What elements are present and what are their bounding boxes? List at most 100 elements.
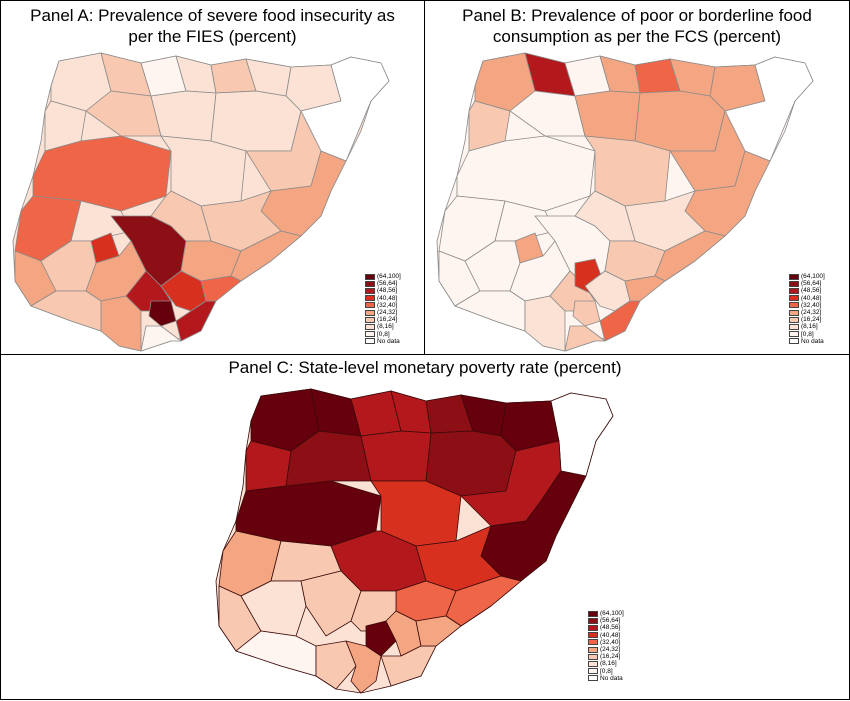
panel-c-state [365, 620, 397, 657]
legend-item: (64,100] [588, 610, 624, 617]
legend-swatch [365, 295, 375, 302]
legend-swatch [789, 295, 799, 302]
legend-item: (16,24] [588, 653, 624, 660]
legend-item: (48,56] [789, 287, 825, 294]
legend-label: No data [600, 674, 623, 682]
legend-swatch [789, 316, 799, 323]
legend-label: (8,16] [600, 660, 617, 668]
legend-label: (56,64] [801, 280, 822, 288]
panel-c: Panel C: State-level monetary poverty ra… [1, 355, 849, 699]
panel-a: Panel A: Prevalence of severe food insec… [1, 1, 425, 355]
panel-b-state [509, 90, 586, 137]
legend-label: (24,32] [600, 645, 621, 653]
legend-item: [0,8] [789, 331, 825, 338]
legend-swatch [789, 287, 799, 294]
legend-label: No data [377, 337, 400, 345]
panel-a-state [150, 190, 212, 242]
legend-label: (32,40] [801, 301, 822, 309]
legend-item: (16,24] [365, 316, 401, 323]
panel-a-legend: (64,100] (56,64] (48,56] (40,48] (32,40] (24,… [365, 273, 401, 345]
legend-swatch [365, 316, 375, 323]
legend-item: (24,32] [365, 309, 401, 316]
panel-a-map [12, 52, 390, 352]
legend-swatch [789, 338, 799, 345]
legend-label: [0,8] [377, 330, 390, 338]
legend-item: (16,24] [789, 316, 825, 323]
legend-swatch [588, 632, 598, 639]
panel-c-state [425, 430, 517, 497]
legend-swatch [588, 646, 598, 653]
legend-item: (32,40] [588, 639, 624, 646]
panel-b-state [724, 56, 814, 162]
legend-label: (8,16] [801, 323, 818, 331]
legend-swatch [365, 273, 375, 280]
panel-a-title-line1: Panel A: Prevalence of severe food insec… [30, 6, 395, 25]
legend-label: (24,32] [801, 308, 822, 316]
legend-item: (8,16] [789, 323, 825, 330]
panel-b-state [572, 300, 601, 327]
legend-label: (56,64] [600, 617, 621, 625]
legend-swatch [365, 338, 375, 345]
legend-item: (56,64] [365, 280, 401, 287]
legend-swatch [588, 639, 598, 646]
panel-c-title: Panel C: State-level monetary poverty ra… [228, 358, 622, 377]
legend-item: No data [789, 338, 825, 345]
legend-item: (40,48] [588, 632, 624, 639]
panel-a-state [85, 90, 162, 137]
legend-swatch [365, 287, 375, 294]
legend-item: (24,32] [588, 646, 624, 653]
legend-item: No data [588, 675, 624, 682]
legend-item: (8,16] [365, 323, 401, 330]
legend-swatch [588, 653, 598, 660]
legend-label: No data [801, 337, 824, 345]
panel-b-legend: (64,100] (56,64] (48,56] (40,48] (32,40] (24,… [789, 273, 825, 345]
panel-b-state [624, 275, 666, 302]
legend-swatch [588, 624, 598, 631]
legend-swatch [365, 280, 375, 287]
panel-c-state [315, 640, 357, 690]
legend-label: (40,48] [801, 294, 822, 302]
legend-swatch [365, 309, 375, 316]
panel-a-state [150, 90, 217, 142]
legend-item: [0,8] [588, 668, 624, 675]
legend-swatch [789, 280, 799, 287]
panel-a-state [210, 90, 302, 152]
legend-label: (56,64] [377, 280, 398, 288]
panel-b-title-line1: Panel B: Prevalence of poor or borderlin… [462, 6, 812, 25]
panel-a-title: Panel A: Prevalence of severe food insec… [1, 5, 424, 47]
legend-label: (16,24] [377, 316, 398, 324]
legend-label: (48,56] [377, 287, 398, 295]
panel-a-title-line2: per the FIES (percent) [128, 27, 297, 46]
legend-label: (24,32] [377, 308, 398, 316]
panel-b: Panel B: Prevalence of poor or borderlin… [425, 1, 849, 355]
legend-label: [0,8] [801, 330, 814, 338]
panel-c-state [415, 615, 462, 647]
legend-swatch [588, 675, 598, 682]
legend-swatch [789, 302, 799, 309]
panel-b-title-line2: consumption as per the FCS (percent) [492, 27, 782, 46]
panel-b-title: Panel B: Prevalence of poor or borderlin… [425, 5, 849, 47]
legend-swatch [365, 323, 375, 330]
panel-a-state [200, 275, 242, 302]
legend-swatch [588, 668, 598, 675]
legend-label: (40,48] [377, 294, 398, 302]
panel-c-map [215, 388, 614, 694]
legend-item: (56,64] [789, 280, 825, 287]
legend-item: (40,48] [365, 295, 401, 302]
legend-label: (64,100] [377, 273, 401, 280]
panel-c-state [360, 430, 432, 482]
legend-item: No data [365, 338, 401, 345]
legend-swatch [365, 302, 375, 309]
legend-swatch [789, 331, 799, 338]
panel-a-state [140, 325, 182, 352]
panel-c-state [310, 388, 362, 437]
panel-a-state [32, 135, 172, 212]
panel-a-state [148, 300, 177, 327]
legend-label: (64,100] [600, 610, 624, 617]
panel-a-state [300, 56, 390, 162]
legend-item: (56,64] [588, 617, 624, 624]
legend-swatch [365, 331, 375, 338]
legend-label: (64,100] [801, 273, 825, 280]
legend-swatch [588, 660, 598, 667]
